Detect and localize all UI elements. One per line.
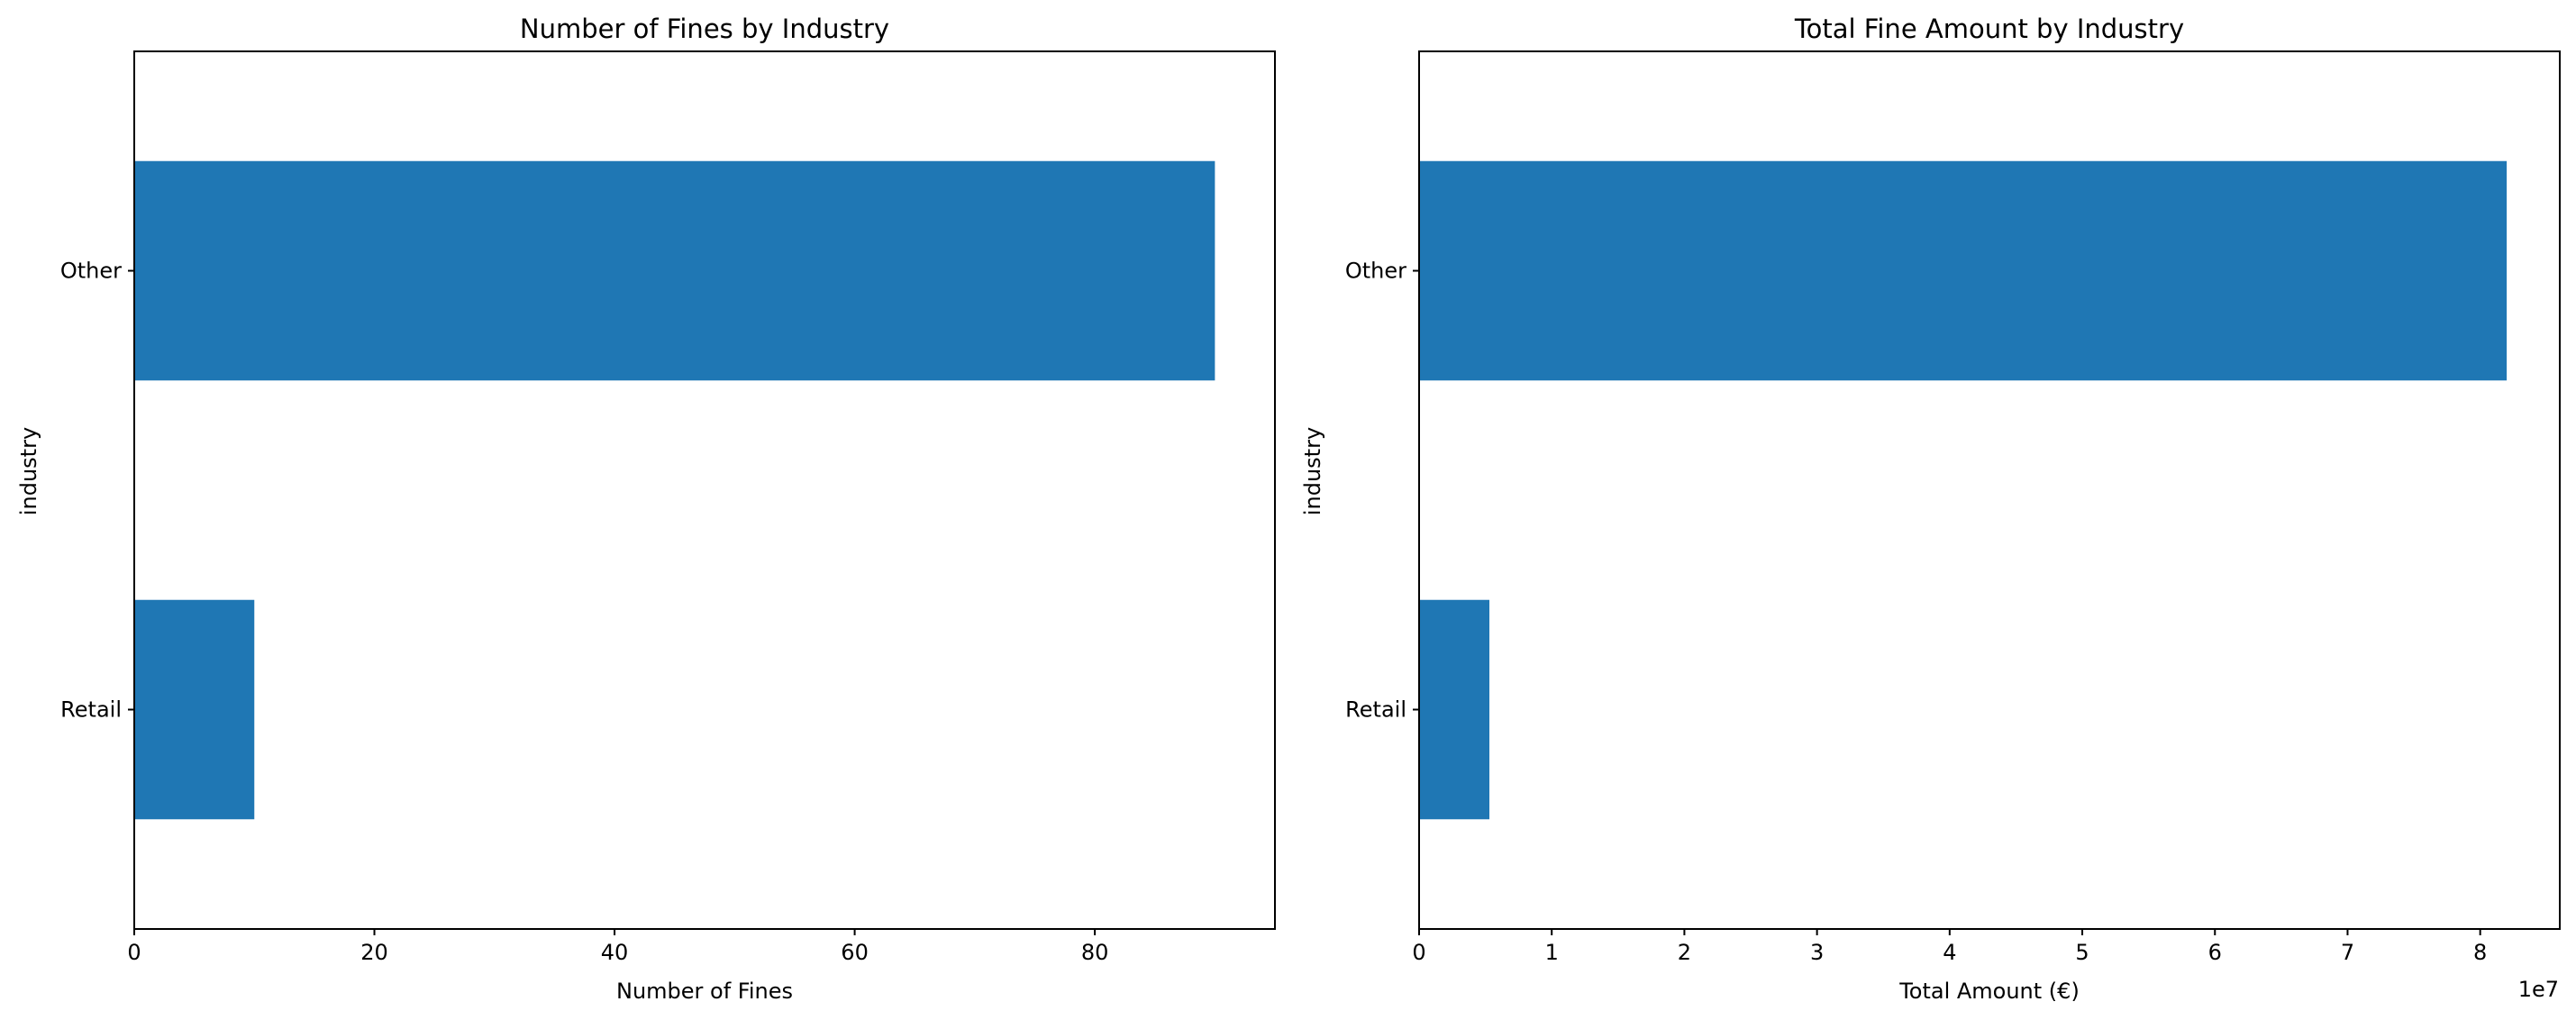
fines-count-chart: Number of Fines by Industry Number of Fi… bbox=[16, 14, 1276, 1004]
x-tick-label: 4 bbox=[1943, 940, 1956, 965]
x-axis-label: Number of Fines bbox=[616, 979, 793, 1004]
chart-title: Total Fine Amount by Industry bbox=[1794, 14, 2184, 44]
plot-frame bbox=[1418, 50, 2561, 930]
x-tick-label: 0 bbox=[1412, 940, 1425, 965]
x-axis-offset-text: 1e7 bbox=[2518, 977, 2559, 1002]
y-ticks: Other Retail bbox=[1345, 259, 1419, 723]
x-tick-label: 6 bbox=[2208, 940, 2222, 965]
x-tick-label: 7 bbox=[2341, 940, 2354, 965]
chart-title: Number of Fines by Industry bbox=[520, 14, 889, 44]
y-tick-label: Other bbox=[1345, 259, 1406, 284]
x-tick-label: 2 bbox=[1678, 940, 1691, 965]
y-axis-label: industry bbox=[16, 427, 41, 515]
plot-frame bbox=[133, 50, 1276, 930]
y-tick-label: Retail bbox=[1345, 697, 1406, 723]
x-axis-label: Total Amount (€) bbox=[1898, 979, 2080, 1004]
x-tick-label: 5 bbox=[2075, 940, 2089, 965]
x-tick-label: 3 bbox=[1810, 940, 1824, 965]
x-tick-label: 80 bbox=[1081, 940, 1109, 965]
fine-amount-chart: Total Fine Amount by Industry Total Amou… bbox=[1300, 14, 2561, 1004]
x-tick-label: 0 bbox=[127, 940, 141, 965]
bar-group bbox=[1419, 160, 2508, 820]
y-tick-label: Other bbox=[60, 259, 122, 284]
bar bbox=[134, 160, 1215, 381]
y-tick-label: Retail bbox=[60, 697, 122, 723]
x-tick-label: 20 bbox=[360, 940, 388, 965]
bar bbox=[1419, 599, 1490, 820]
x-ticks: 0 1 2 3 4 5 6 7 8 bbox=[1412, 929, 2487, 965]
y-axis-label: industry bbox=[1300, 427, 1325, 515]
bar bbox=[1419, 160, 2508, 381]
x-tick-label: 1 bbox=[1545, 940, 1559, 965]
y-ticks: Other Retail bbox=[60, 259, 134, 723]
bar bbox=[134, 599, 255, 820]
x-tick-label: 60 bbox=[841, 940, 869, 965]
x-tick-label: 40 bbox=[601, 940, 629, 965]
x-ticks: 0 20 40 60 80 bbox=[127, 929, 1108, 965]
x-tick-label: 8 bbox=[2473, 940, 2487, 965]
bar-group bbox=[134, 160, 1215, 820]
